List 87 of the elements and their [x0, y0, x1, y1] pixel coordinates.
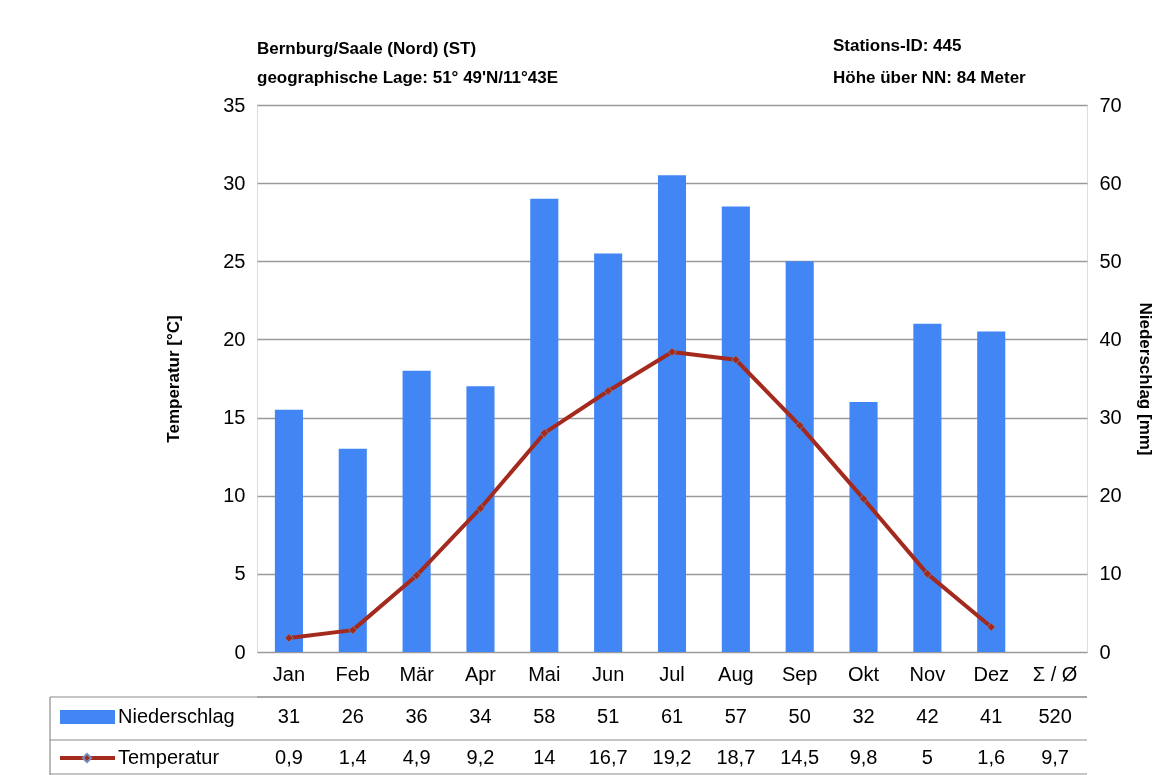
y-tick-label: 0: [234, 640, 246, 663]
bar: [849, 401, 878, 652]
bar: [594, 253, 623, 652]
y2-axis-title: Niederschlag [mm]: [1135, 302, 1155, 456]
x-tick-label: Sep: [781, 663, 818, 685]
point: [284, 633, 294, 643]
x-tick-label: Jul: [659, 663, 685, 685]
y2-tick-label: 60: [1099, 171, 1122, 194]
chart-title: Bernburg/Saale (Nord) (ST): [257, 39, 477, 58]
x-tick-label: Apr: [464, 663, 497, 685]
data-label: 18,7: [716, 746, 756, 768]
x-tick-label: Nov: [909, 663, 946, 685]
data-label: 61: [660, 705, 684, 727]
point: [348, 625, 358, 635]
data-label: 14: [533, 746, 556, 768]
data-label: 19,2: [652, 746, 692, 768]
data-label: 5: [921, 746, 933, 768]
y2-tick-label: 30: [1099, 406, 1122, 429]
data-label: 26: [341, 705, 364, 727]
y-tick-label: 20: [223, 327, 246, 350]
point: [412, 570, 422, 580]
y-tick-label: 5: [234, 562, 246, 585]
data-label: 0,9: [275, 746, 303, 768]
x-tick-label: Feb: [335, 663, 370, 685]
data-label: 14,5: [780, 746, 820, 768]
text: Stations-ID: 445: [833, 36, 962, 55]
bar: [913, 323, 942, 652]
bar: [785, 261, 814, 652]
bar: [466, 386, 495, 652]
point: [539, 428, 549, 438]
x-tick-label: Σ / Ø: [1032, 663, 1078, 685]
point: [475, 503, 486, 513]
data-label: 9,2: [466, 746, 495, 768]
x-tick-label: Jan: [272, 663, 306, 685]
legend-label: Niederschlag: [118, 705, 235, 727]
data-label: 51: [597, 705, 620, 727]
bar: [402, 370, 431, 652]
y2-tick-label: 0: [1099, 640, 1111, 663]
data-label: 36: [405, 705, 428, 727]
text: 520: [1038, 705, 1072, 727]
data-label: 31: [277, 705, 301, 727]
data-label: 58: [533, 705, 556, 727]
x-tick-label: Mär: [399, 663, 435, 685]
legend-label: Temperatur: [118, 746, 220, 768]
point: [731, 355, 741, 365]
y-tick-label: 10: [223, 484, 246, 507]
y2-tick-label: 20: [1099, 484, 1122, 507]
data-label: 4,9: [402, 746, 431, 768]
data-label: 9,8: [849, 746, 878, 768]
bar: [657, 175, 687, 652]
point: [603, 386, 613, 396]
bar: [721, 206, 750, 652]
y-tick-label: 35: [223, 93, 246, 116]
data-label: 32: [852, 705, 875, 727]
x-tick-label: Jun: [592, 663, 625, 685]
data-label: 41: [980, 705, 1003, 727]
point: [667, 347, 677, 357]
x-tick-label: Dez: [973, 663, 1010, 685]
y2-tick-label: 40: [1099, 327, 1122, 350]
bar: [977, 331, 1006, 652]
data-label: 57: [724, 705, 747, 727]
bar: [338, 448, 367, 652]
y2-tick-label: 70: [1099, 93, 1122, 116]
chart-subtitle: geographische Lage: 51° 49'N/11°43E: [257, 68, 559, 87]
data-label: 42: [916, 705, 939, 727]
point: [986, 622, 996, 632]
x-tick-label: Okt: [847, 663, 880, 685]
y-axis-title: Temperatur [°C]: [164, 315, 184, 443]
x-tick-label: Aug: [718, 663, 754, 685]
data-label: 1,4: [338, 746, 367, 768]
data-label: 16,7: [588, 746, 628, 768]
bar: [530, 198, 559, 652]
y-tick-label: 30: [223, 171, 246, 194]
data-label: 1,6: [977, 746, 1006, 768]
y2-tick-label: 50: [1099, 249, 1122, 272]
y2-tick-label: 10: [1099, 562, 1122, 585]
text: 9,7: [1041, 746, 1069, 768]
x-tick-label: Mai: [528, 663, 561, 685]
y-tick-label: 25: [223, 249, 246, 272]
text: Höhe über NN: 84 Meter: [833, 68, 1027, 87]
point: [795, 420, 805, 430]
bar: [274, 409, 303, 652]
data-label: 50: [788, 705, 811, 727]
point: [922, 569, 932, 579]
y-tick-label: 15: [223, 406, 246, 429]
data-label: 34: [469, 705, 492, 727]
point: [858, 494, 869, 504]
